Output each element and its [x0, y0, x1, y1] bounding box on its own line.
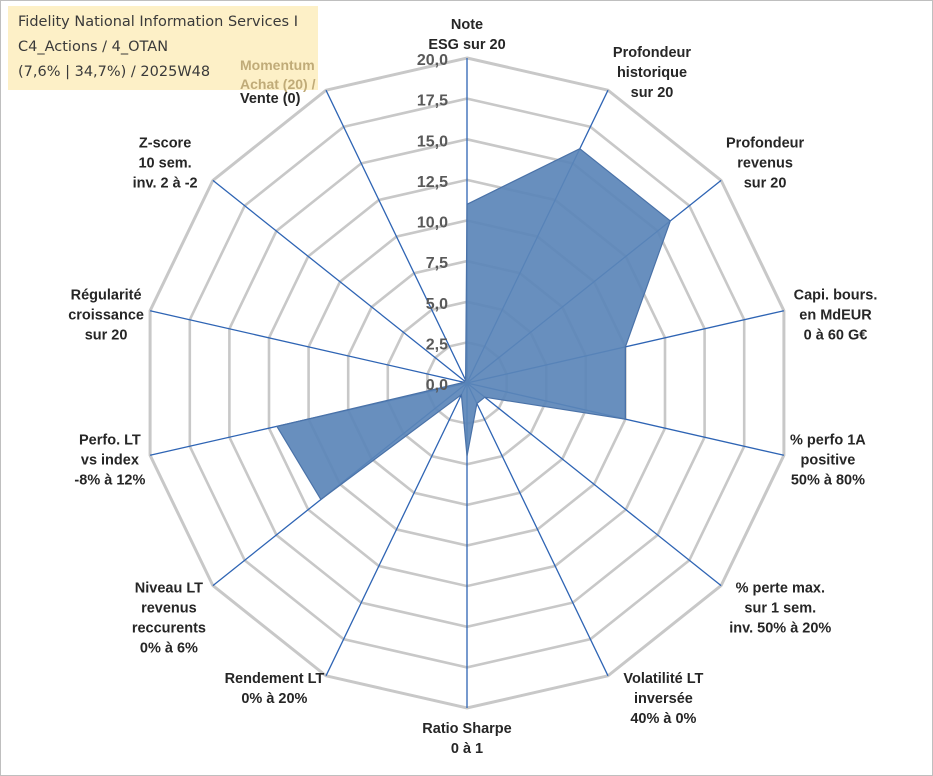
spoke-12: [212, 179, 468, 384]
stock-stats: (7,6% | 34,7%) / 2025W48: [18, 64, 211, 80]
axis-label-1: Profondeur historique sur 20: [613, 45, 691, 101]
momentum-label-line-2: Achat (20) /: [240, 76, 316, 92]
axis-label-3: Capi. bours. en MdEUR 0 à 60 G€: [794, 288, 878, 344]
tick-label: 5,0: [426, 296, 448, 313]
momentum-label-line-3: Vente (0): [240, 91, 301, 107]
axis-label-4: % perfo 1A positive 50% à 80%: [790, 432, 866, 488]
tick-label: 10,0: [417, 215, 448, 232]
spoke-11: [149, 310, 468, 384]
axis-label-5: % perte max. sur 1 sem. inv. 50% à 20%: [729, 581, 831, 637]
spoke-13: [325, 89, 468, 384]
momentum-label-line-1: Momentum: [240, 57, 315, 73]
axis-label-6: Volatilité LT inversée 40% à 0%: [623, 671, 703, 727]
tick-label: 7,5: [426, 255, 448, 272]
axis-label-8: Rendement LT 0% à 20%: [225, 671, 325, 707]
axis-label-7: Ratio Sharpe 0 à 1: [422, 721, 511, 757]
tick-label: 15,0: [417, 133, 448, 150]
stock-name: Fidelity National Information Services I: [18, 14, 298, 30]
axis-label-12: Z-score 10 sem. inv. 2 à -2: [133, 135, 198, 191]
tick-label: 2,5: [426, 336, 448, 353]
radar-series: [275, 147, 672, 501]
axis-label-9: Niveau LT revenus reccurents 0% à 6%: [132, 581, 206, 657]
axis-label-11: Régularité croissance sur 20: [68, 288, 144, 344]
tick-label: 12,5: [417, 174, 448, 191]
radial-tick-labels: 0,0 2,5 5,0 7,5 10,0 12,5 15,0 17,5 20,0: [417, 52, 448, 394]
stock-category: C4_Actions / 4_OTAN: [18, 39, 169, 55]
tick-label: 0,0: [426, 377, 448, 394]
axis-label-2: Profondeur revenus sur 20: [726, 135, 804, 191]
info-box: Fidelity National Information Services I…: [8, 6, 318, 92]
tick-label: 17,5: [417, 93, 448, 110]
spoke-5: [466, 382, 722, 587]
spoke-6: [466, 382, 609, 677]
axis-label-10: Perfo. LT vs index -8% à 12%: [74, 432, 145, 488]
tick-label: 20,0: [417, 52, 448, 69]
axis-label-0: Note ESG sur 20: [428, 17, 505, 53]
axis-labels: Note ESG sur 20 Profondeur historique sur 20…: [68, 17, 877, 757]
spoke-8: [325, 382, 468, 677]
